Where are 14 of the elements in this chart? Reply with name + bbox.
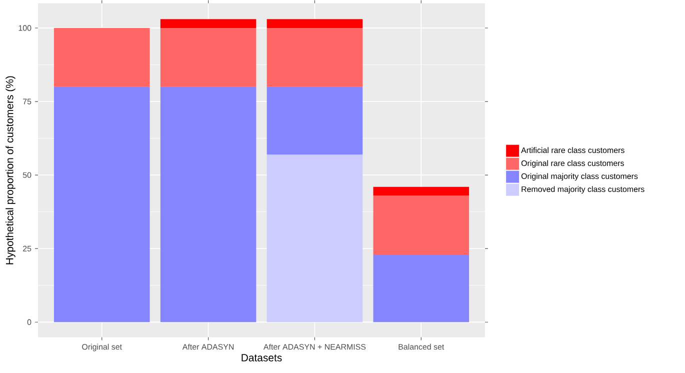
bar bbox=[373, 254, 470, 322]
bar bbox=[54, 86, 150, 322]
bar bbox=[373, 186, 470, 196]
bar bbox=[160, 86, 256, 322]
bar bbox=[373, 196, 470, 254]
x-axis-title: Datasets bbox=[242, 354, 282, 362]
y-axis-title: Hypothetical proportion of customers (%) bbox=[6, 76, 16, 264]
bar bbox=[160, 19, 256, 28]
bar bbox=[160, 28, 256, 87]
bar bbox=[266, 28, 363, 87]
bar bbox=[54, 28, 150, 87]
bar bbox=[266, 19, 363, 28]
bar bbox=[266, 154, 363, 322]
bar bbox=[266, 86, 363, 154]
